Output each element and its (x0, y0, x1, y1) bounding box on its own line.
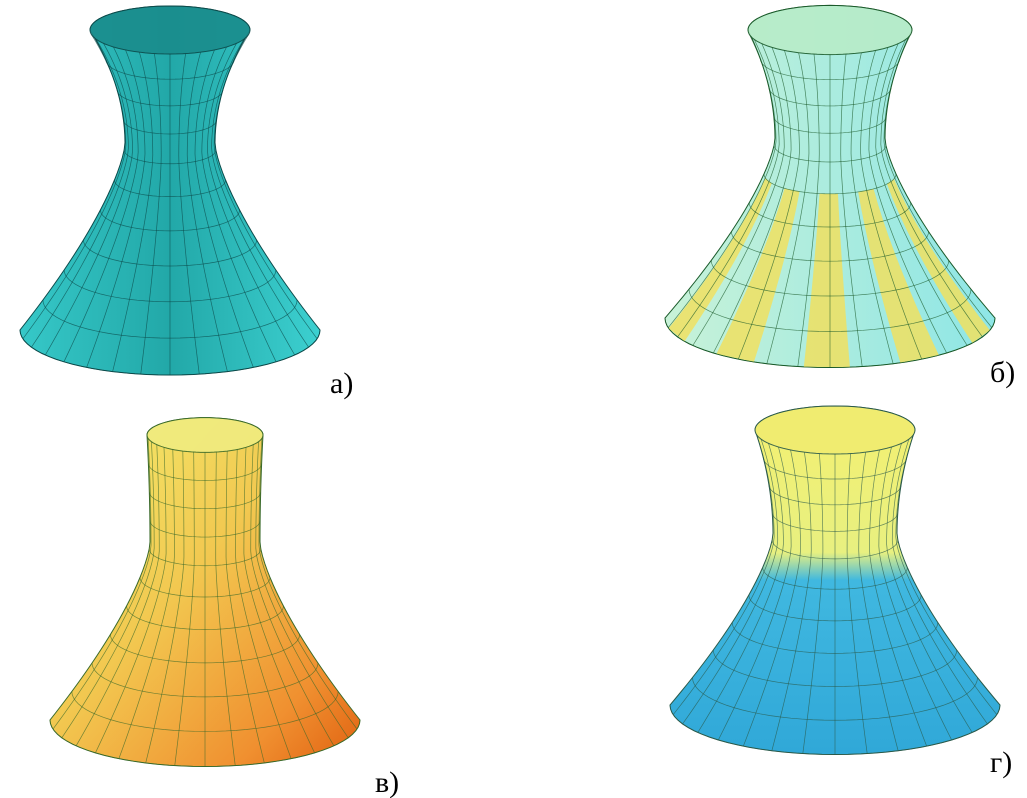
figure: а) б) в) г) (0, 0, 1027, 798)
panel-label: г) (990, 746, 1012, 779)
panel-label: в) (375, 766, 399, 798)
towers (20, 5, 1000, 766)
tower-opening (90, 6, 250, 54)
tower-opening (147, 418, 263, 453)
tower-opening (748, 5, 912, 54)
panel-label: а) (330, 367, 353, 400)
panel-label: б) (990, 356, 1015, 389)
tower-opening (755, 406, 915, 454)
